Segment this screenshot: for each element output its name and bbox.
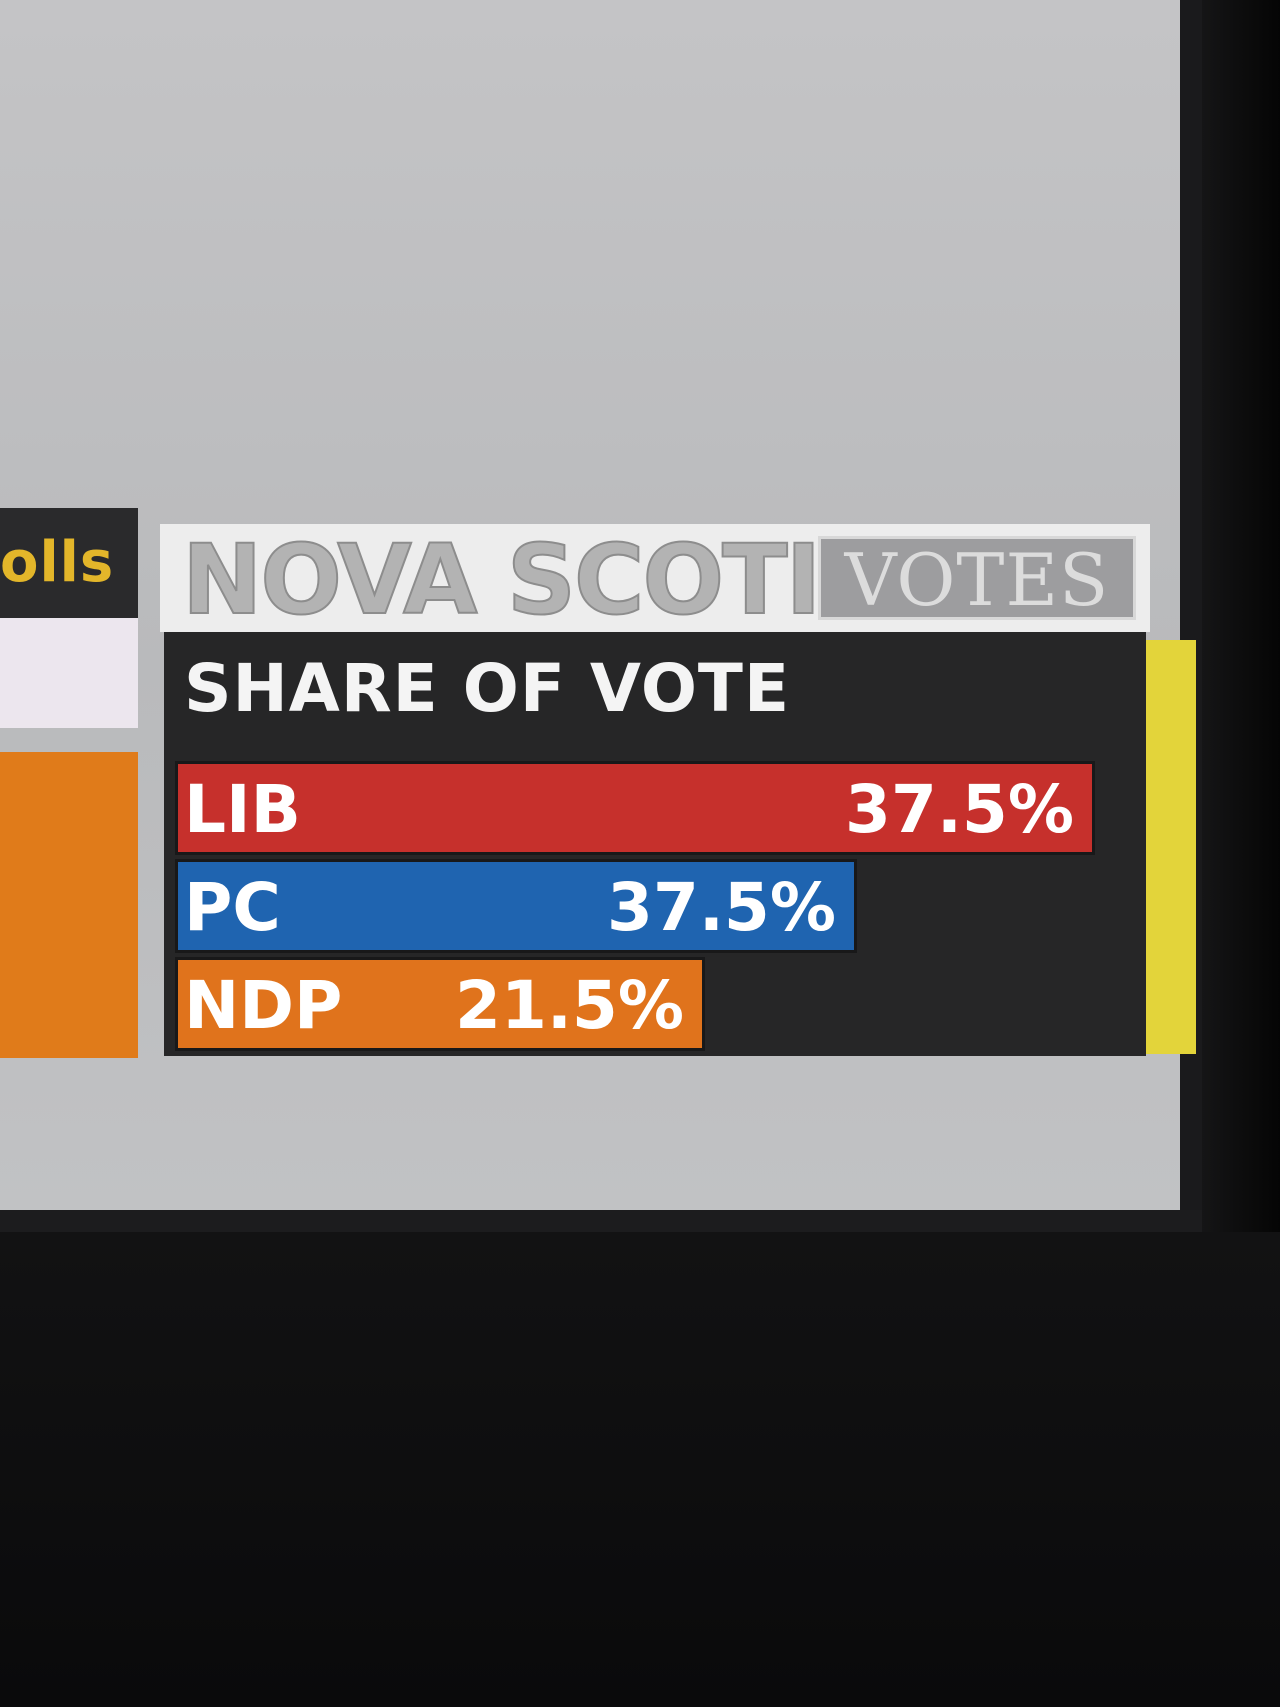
share-of-vote-chart: SHARE OF VOTE LIB 37.5% PC 37.5% NDP 21.5% [164, 632, 1146, 1056]
graphic-header: NOVA SCOTIA VOTES [160, 523, 1150, 637]
bar-label-lib: LIB [184, 771, 301, 848]
bar-label-pc: PC [184, 869, 281, 946]
header-tag: VOTES [818, 536, 1136, 621]
chart-title: SHARE OF VOTE [184, 650, 791, 727]
bar-value-lib: 37.5% [845, 771, 1074, 848]
bar-lib: LIB 37.5% [178, 764, 1092, 852]
header-title: NOVA SCOTIA [181, 523, 895, 637]
bar-value-ndp: 21.5% [455, 967, 684, 1044]
bar-pc: PC 37.5% [178, 862, 854, 950]
bar-ndp: NDP 21.5% [178, 960, 702, 1048]
bar-label-ndp: NDP [184, 967, 343, 1044]
side-panel-orange-block [0, 752, 138, 1058]
side-panel-label: olls [0, 508, 138, 618]
tv-bezel [0, 1210, 1202, 1232]
tv-bezel-lower [0, 1232, 1280, 1707]
bar-value-pc: 37.5% [607, 869, 836, 946]
accent-stripe [1146, 640, 1196, 1054]
side-panel-block [0, 618, 138, 728]
tv-frame-edge [1202, 0, 1280, 1232]
